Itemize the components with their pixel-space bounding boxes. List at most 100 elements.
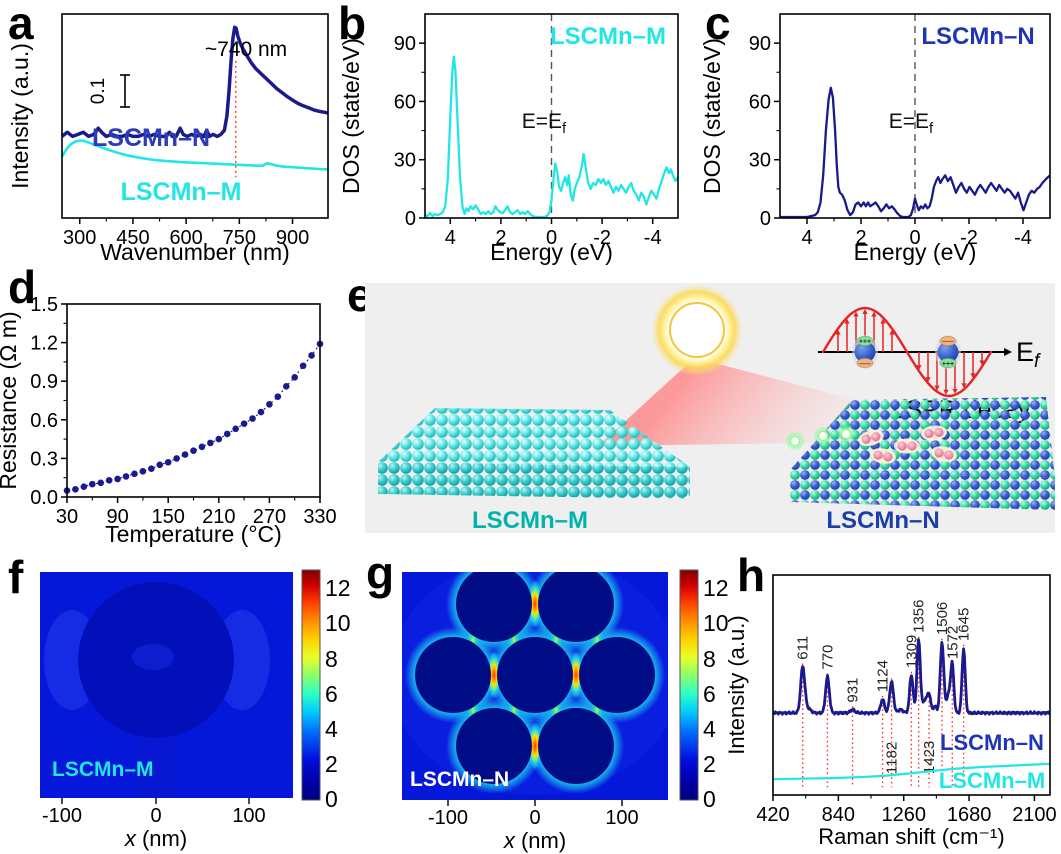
svg-text:60: 60 — [749, 91, 771, 113]
svg-text:1423: 1423 — [921, 741, 938, 774]
svg-text:900: 900 — [276, 227, 309, 249]
svg-text:Resistance (Ω m): Resistance (Ω m) — [0, 311, 21, 489]
svg-text:0.1: 0.1 — [88, 78, 109, 104]
panel-d-resistance-temperature: 30 90 150 210 270 330 0.0 0.3 0.6 0.9 1.2 1.5 Temper… — [0, 294, 337, 547]
svg-text:1506: 1506 — [934, 602, 951, 635]
svg-text:770: 770 — [819, 645, 836, 670]
adsorbed-molecule-icons — [858, 425, 957, 464]
map-label-lscmn-m: LSCMn–M — [52, 758, 154, 781]
x-tick: 100 — [605, 807, 638, 829]
svg-text:LSCMn–N: LSCMn–N — [940, 730, 1044, 755]
svg-text:E=Ef: E=Ef — [522, 110, 567, 137]
colorbar-tick: 2 — [703, 751, 716, 777]
nanoparticle-icon-1: +++ ‒‒‒ — [852, 335, 878, 369]
x-tick: -100 — [42, 805, 82, 827]
svg-text:300: 300 — [63, 227, 96, 249]
panel-letter-h: h — [737, 549, 766, 601]
colorbar-tick: 4 — [703, 716, 716, 742]
svg-text:0: 0 — [405, 208, 416, 230]
svg-text:Raman shift (cm⁻¹): Raman shift (cm⁻¹) — [818, 824, 1004, 849]
colorbar — [679, 569, 699, 801]
svg-text:~740 nm: ~740 nm — [205, 38, 287, 61]
svg-text:Energy (eV): Energy (eV) — [854, 239, 977, 265]
svg-text:2: 2 — [495, 227, 506, 249]
panel-letter-d: d — [8, 261, 37, 313]
svg-text:LSCMn–M: LSCMn–M — [939, 768, 1045, 793]
svg-text:Temperature (°C): Temperature (°C) — [105, 521, 282, 547]
x-tick: 0 — [150, 805, 161, 827]
svg-text:330: 330 — [303, 506, 336, 528]
svg-text:1260: 1260 — [881, 804, 926, 826]
sun-icon — [651, 284, 743, 376]
colorbar-tick: 0 — [703, 786, 716, 812]
x-tick: 0 — [529, 807, 540, 829]
colorbar-tick: 2 — [325, 751, 338, 777]
panel-c-dos-lscmn-n: 4 2 0 -2 -4 0 30 60 90 Energy (eV) DOS (state/eV) E… — [699, 13, 1051, 265]
svg-text:0: 0 — [760, 208, 771, 230]
fermi-field-label: Ef — [1016, 337, 1041, 372]
svg-text:-4: -4 — [1014, 227, 1032, 249]
slab-lscmn-n — [790, 397, 1055, 510]
svg-text:2100: 2100 — [1012, 804, 1057, 826]
svg-text:0: 0 — [909, 227, 920, 249]
svg-text:1680: 1680 — [947, 804, 992, 826]
svg-text:1.2: 1.2 — [30, 333, 58, 355]
svg-text:0.9: 0.9 — [30, 371, 58, 393]
map-label-lscmn-n: LSCMn–N — [410, 768, 509, 791]
svg-text:611: 611 — [795, 636, 812, 660]
colorbar-tick: 8 — [703, 646, 716, 672]
colorbar — [301, 569, 321, 801]
colorbar-tick: 12 — [325, 575, 351, 601]
x-axis-ticks — [447, 800, 623, 806]
x-tick: -100 — [428, 807, 468, 829]
svg-text:Intensity (a.u.): Intensity (a.u.) — [7, 43, 33, 189]
svg-text:Wavenumber (nm): Wavenumber (nm) — [100, 239, 290, 265]
slab-lscmn-m — [378, 408, 690, 499]
heatmap-lscmn-n — [402, 572, 668, 800]
svg-text:30: 30 — [56, 506, 78, 528]
panel-f-field-map-lscmn-m: LSCMn–M -100 0 100 x (nm) 0 2 4 6 8 10 1… — [40, 569, 351, 851]
slab-label-lscmn-m: LSCMn–M — [472, 507, 588, 534]
colorbar-tick: 8 — [325, 646, 338, 672]
svg-text:-4: -4 — [644, 227, 662, 249]
svg-text:90: 90 — [106, 506, 128, 528]
minus-charges: ‒‒‒ — [941, 339, 954, 346]
panel-letter-b: b — [338, 0, 367, 49]
svg-text:270: 270 — [253, 506, 286, 528]
panel-letter-a: a — [8, 0, 34, 49]
svg-text:-2: -2 — [593, 227, 611, 249]
svg-text:60: 60 — [394, 91, 416, 113]
colorbar-tick: 4 — [325, 716, 338, 742]
plus-charges: +++ — [942, 361, 954, 368]
panel-b-dos-lscmn-m: 4 2 0 -2 -4 0 30 60 90 Energy (eV) DOS (state/eV) E… — [338, 13, 679, 265]
svg-text:450: 450 — [116, 227, 149, 249]
plus-charges: +++ — [859, 339, 871, 346]
svg-text:1572: 1572 — [944, 626, 961, 659]
svg-text:2: 2 — [855, 227, 866, 249]
svg-text:90: 90 — [394, 33, 416, 55]
svg-text:600: 600 — [169, 227, 202, 249]
slab-label-lscmn-n: LSCMn–N — [826, 507, 939, 534]
colorbar-tick: 10 — [325, 610, 351, 636]
colorbar-tick: 0 — [325, 786, 338, 812]
x-tick: 100 — [232, 805, 265, 827]
hot-electron-orbs — [785, 424, 856, 451]
svg-text:LSCMn–M: LSCMn–M — [121, 178, 242, 206]
svg-text:1.5: 1.5 — [30, 294, 58, 316]
svg-text:0.3: 0.3 — [30, 448, 58, 470]
svg-text:150: 150 — [152, 506, 185, 528]
panel-letter-g: g — [366, 547, 395, 599]
svg-text:0.0: 0.0 — [30, 487, 58, 509]
svg-text:30: 30 — [394, 150, 416, 172]
svg-text:4: 4 — [801, 227, 812, 249]
x-axis-label: x (nm) — [124, 826, 187, 851]
colorbar-tick: 10 — [703, 610, 729, 636]
svg-text:Energy (eV): Energy (eV) — [490, 239, 613, 265]
panel-e-schematic: +++ ‒‒‒ ‒‒‒ +++ Ef LSPR decay — [365, 283, 1055, 534]
nanoparticle-circles — [415, 572, 655, 784]
svg-text:210: 210 — [202, 506, 235, 528]
svg-text:DOS (state/eV): DOS (state/eV) — [338, 38, 364, 194]
